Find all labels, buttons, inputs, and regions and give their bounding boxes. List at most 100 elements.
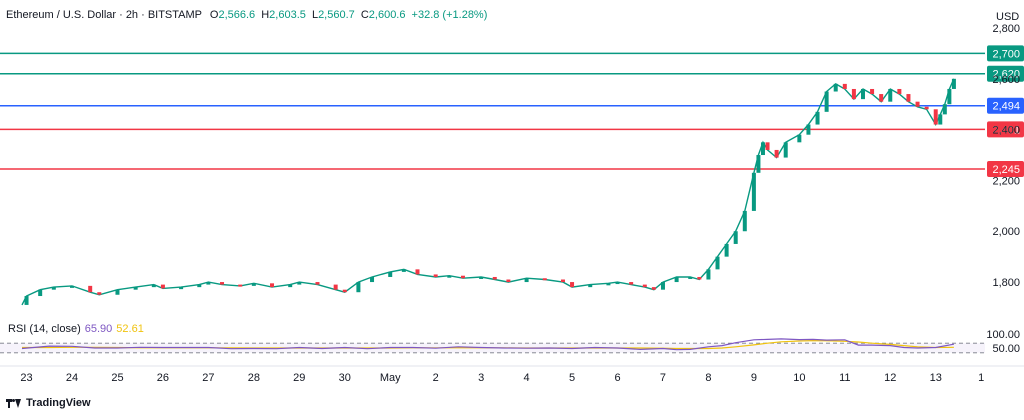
low-label: L (311, 9, 319, 21)
price-candle (24, 296, 29, 305)
price-candle (806, 124, 811, 135)
x-tick-label: 23 (20, 372, 32, 384)
rsi-label: RSI (14, close) (8, 323, 81, 335)
price-candle (133, 287, 138, 290)
price-candle (151, 284, 156, 288)
open-label: O (209, 9, 219, 21)
rsi-header: RSI (14, close) 65.90 52.61 (8, 323, 144, 335)
price-candle (38, 289, 43, 297)
price-candle (742, 210, 747, 232)
price-candle (651, 287, 656, 290)
x-tick-label: 3 (478, 372, 484, 384)
price-candle (824, 91, 829, 112)
price-candle (724, 243, 729, 257)
price-candle (160, 284, 165, 289)
x-tick-label: 1 (978, 372, 984, 384)
price-candle (433, 274, 438, 277)
high-value: 2,603.5 (269, 9, 306, 21)
price-candle (560, 279, 565, 283)
y-tick-label: 2,400 (992, 125, 1020, 137)
price-candle (460, 275, 465, 279)
price-candle (851, 88, 856, 100)
rsi-tick-label: 50.00 (992, 343, 1020, 355)
price-candle (815, 111, 820, 125)
x-tick-label: 6 (614, 372, 620, 384)
rsi-ma-value: 52.61 (116, 323, 144, 335)
currency-label[interactable]: USD (996, 11, 1020, 23)
open-value: 2,566.6 (218, 9, 256, 21)
price-candle (915, 101, 920, 107)
price-candle (206, 282, 211, 285)
price-candle (715, 256, 720, 270)
price-candle (897, 88, 902, 95)
price-candle (688, 276, 693, 279)
price-candle (942, 104, 947, 115)
price-candle (542, 278, 547, 281)
price-candle (70, 285, 75, 288)
price-candle (924, 106, 929, 110)
price-candle (606, 283, 611, 286)
level-badge (987, 161, 1024, 177)
rsi-tick-label: 100.00 (986, 329, 1020, 341)
level-label: 2,620 (992, 69, 1020, 81)
price-candle (870, 88, 875, 95)
x-tick-label: 7 (660, 372, 666, 384)
price-line (21, 78, 955, 306)
symbol-title: Ethereum / U.S. Dollar · 2h · BITSTAMP (6, 9, 202, 21)
x-tick-label: 25 (111, 372, 123, 384)
price-candle (751, 172, 756, 211)
x-tick-label: 27 (202, 372, 214, 384)
x-tick-label: 10 (793, 372, 805, 384)
price-candle (370, 276, 375, 283)
tradingview-logo: TradingView (6, 397, 91, 409)
x-tick-label: 13 (930, 372, 942, 384)
x-tick-label: 5 (569, 372, 575, 384)
brand-name: TradingView (26, 397, 91, 409)
rsi-value: 65.90 (84, 323, 113, 335)
price-candle (492, 276, 497, 280)
price-candle (297, 282, 302, 285)
price-candle (888, 88, 893, 102)
x-tick-label: 4 (524, 372, 530, 384)
price-candle (879, 94, 884, 102)
price-candle (629, 282, 634, 285)
price-candle (179, 287, 184, 290)
price-candle (524, 278, 529, 283)
price-candle (315, 282, 320, 285)
price-candle (674, 276, 679, 283)
level-badge (987, 45, 1024, 62)
price-candle (570, 282, 575, 288)
rsi-line (21, 338, 955, 351)
y-tick-label: 1,800 (992, 277, 1020, 289)
x-tick-label: 30 (339, 372, 351, 384)
price-candle (388, 271, 393, 277)
price-candle (251, 283, 256, 286)
price-candle (415, 269, 420, 275)
x-tick-label: 28 (248, 372, 260, 384)
price-candle (842, 83, 847, 89)
y-tick-label: 2,000 (992, 226, 1020, 238)
close-label: C (360, 9, 369, 21)
price-candle (933, 109, 938, 125)
price-candle (660, 282, 665, 290)
close-value: 2,600.6 (368, 9, 406, 21)
price-candle (615, 282, 620, 285)
x-tick-label: 2 (433, 372, 439, 384)
x-tick-label: 12 (884, 372, 896, 384)
price-candle (706, 269, 711, 280)
price-candle (270, 283, 275, 288)
level-label: 2,700 (992, 48, 1020, 60)
price-candle (97, 292, 102, 295)
x-tick-label: 24 (66, 372, 78, 384)
price-candle (947, 88, 952, 105)
price-candle (588, 284, 593, 288)
x-tick-label: 11 (839, 372, 850, 384)
price-candle (765, 142, 770, 150)
price-candle (238, 284, 243, 287)
price-candle (938, 114, 943, 125)
price-candle (479, 276, 484, 279)
y-tick-label: 2,200 (992, 175, 1020, 187)
price-candle (774, 149, 779, 158)
x-tick-label: 9 (751, 372, 757, 384)
